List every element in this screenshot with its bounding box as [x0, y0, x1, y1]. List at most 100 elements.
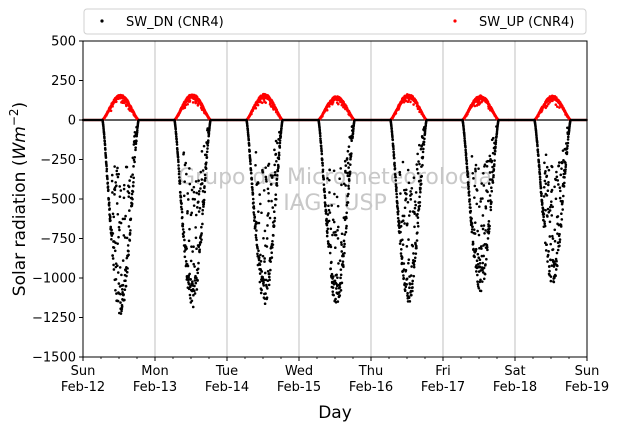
sw-dn-point — [345, 224, 348, 228]
sw-dn-point — [468, 200, 471, 203]
sw-dn-point — [414, 191, 418, 194]
sw-dn-point — [118, 228, 121, 232]
sw-dn-point — [329, 267, 332, 271]
sw-dn-point — [490, 189, 494, 193]
sw-dn-point — [266, 287, 269, 290]
sw-dn-point — [134, 148, 137, 152]
sw-dn-point — [477, 233, 481, 237]
sw-dn-point — [189, 277, 192, 281]
sw-dn-point — [202, 201, 206, 204]
sw-dn-point — [115, 202, 119, 205]
watermark: Grupo de Micrometeorologia IAG - USP — [178, 165, 492, 216]
sw-dn-point — [251, 197, 255, 201]
sw-dn-point — [262, 236, 265, 240]
sw-dn-point — [473, 196, 476, 199]
sw-dn-point — [260, 211, 263, 215]
sw-dn-point — [465, 159, 469, 163]
sw-dn-point — [318, 132, 322, 135]
sw-dn-point — [326, 240, 330, 243]
sw-dn-point — [122, 183, 126, 187]
sw-dn-point — [251, 188, 254, 192]
sw-dn-point — [395, 189, 398, 193]
vertical-grid — [154, 41, 516, 357]
sw-dn-point — [107, 204, 111, 207]
sw-dn-point — [323, 201, 327, 204]
sw-dn-point — [479, 200, 482, 203]
sw-dn-point — [482, 277, 486, 281]
sw-dn-point — [473, 221, 477, 224]
sw-up-point — [325, 108, 329, 112]
sw-dn-point — [543, 179, 547, 183]
sw-dn-point — [203, 179, 207, 182]
sw-dn-point — [319, 137, 322, 140]
sw-dn-point — [493, 152, 497, 156]
sw-dn-point — [201, 208, 204, 212]
sw-dn-point — [550, 188, 554, 192]
sw-dn-point — [102, 133, 106, 136]
sw-dn-point — [327, 208, 331, 212]
sw-dn-point — [205, 161, 208, 164]
sw-dn-point — [116, 242, 119, 245]
sw-dn-point — [476, 282, 480, 286]
sw-up-point — [254, 106, 258, 110]
sw-dn-point — [399, 230, 402, 234]
sw-dn-point — [540, 194, 543, 198]
sw-dn-point — [546, 253, 550, 257]
sw-dn-point — [131, 156, 135, 160]
sw-dn-point — [536, 144, 539, 148]
sw-dn-point — [556, 248, 560, 252]
sw-dn-point — [494, 145, 497, 149]
sw-dn-point — [185, 247, 188, 250]
sw-dn-point — [252, 211, 255, 214]
sw-dn-point — [325, 217, 328, 221]
sw-dn-point — [180, 210, 184, 214]
sw-dn-point — [396, 202, 399, 205]
sw-dn-point — [128, 179, 131, 182]
sw-dn-point — [331, 286, 335, 289]
sw-dn-point — [559, 225, 563, 228]
sw-dn-point — [276, 141, 279, 145]
sw-dn-point — [476, 280, 479, 283]
sw-dn-point — [412, 263, 416, 267]
sw-dn-point — [495, 135, 498, 138]
sw-dn-point — [319, 144, 323, 148]
sw-dn-point — [177, 160, 180, 164]
sw-dn-point — [278, 141, 282, 145]
sw-dn-point — [266, 214, 269, 217]
sw-dn-point — [118, 266, 122, 269]
sw-dn-point — [131, 173, 134, 176]
sw-dn-point — [127, 225, 131, 228]
sw-dn-point — [121, 288, 124, 291]
sw-dn-point — [392, 145, 395, 149]
sw-dn-point — [109, 219, 112, 222]
sw-dn-point — [396, 207, 400, 211]
sw-dn-point — [537, 154, 540, 158]
sw-up-point — [328, 105, 331, 108]
sw-dn-point — [416, 152, 419, 156]
sw-dn-point — [130, 202, 134, 206]
sw-dn-point — [394, 179, 398, 182]
sw-dn-point — [120, 273, 123, 277]
sw-dn-point — [129, 229, 132, 232]
sw-dn-point — [132, 180, 135, 184]
sw-dn-point — [536, 150, 540, 154]
sw-dn-point — [421, 163, 424, 167]
sw-dn-point — [135, 139, 138, 143]
sw-dn-point — [206, 144, 210, 147]
sw-dn-point — [480, 266, 484, 269]
sw-dn-point — [468, 203, 472, 206]
sw-dn-point — [558, 240, 561, 244]
sw-dn-point — [265, 245, 269, 248]
sw-dn-point — [422, 143, 426, 146]
sw-dn-point — [413, 206, 417, 210]
sw-dn-point — [128, 239, 132, 242]
sw-dn-point — [188, 293, 192, 297]
sw-dn-point — [124, 214, 127, 218]
sw-dn-point — [183, 255, 187, 259]
sw-dn-point — [175, 137, 178, 141]
sw-dn-point — [252, 207, 256, 210]
sw-dn-point — [467, 190, 471, 193]
sw-dn-point — [398, 170, 402, 174]
sw-dn-point — [414, 252, 418, 255]
sw-dn-point — [342, 265, 345, 269]
